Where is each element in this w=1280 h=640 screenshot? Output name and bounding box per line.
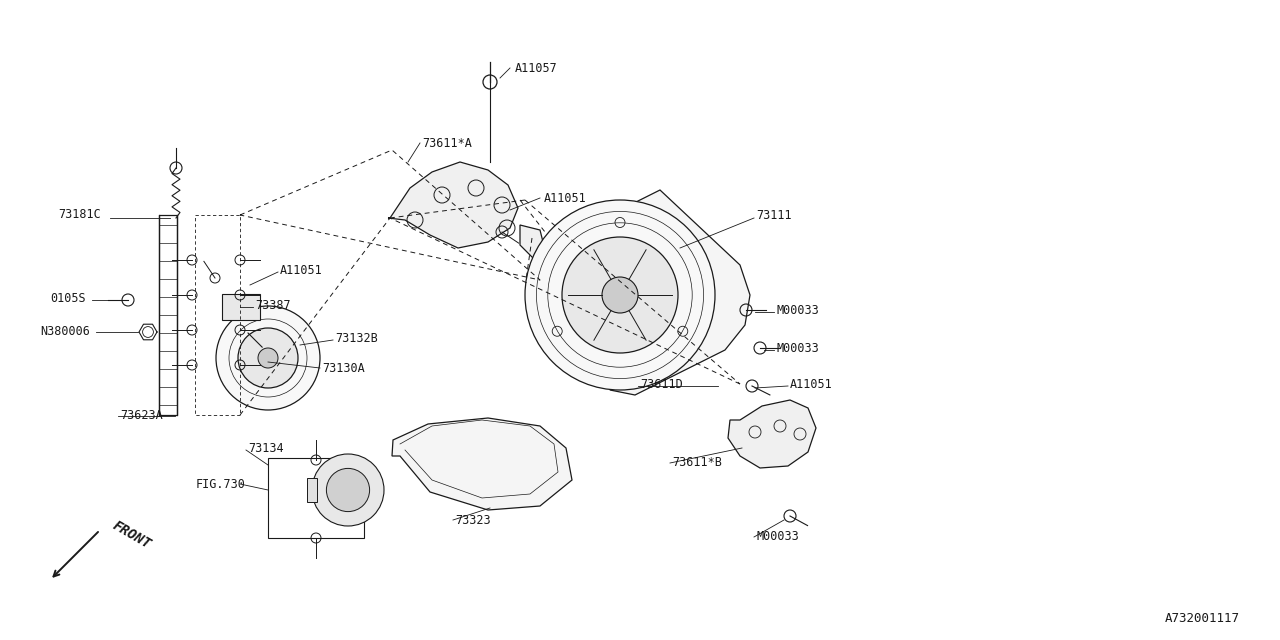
Text: M00033: M00033 [756, 529, 799, 543]
Circle shape [562, 237, 678, 353]
Text: A732001117: A732001117 [1165, 612, 1240, 625]
Circle shape [238, 328, 298, 388]
Text: 73323: 73323 [454, 513, 490, 527]
Polygon shape [307, 478, 317, 502]
Text: 73611*A: 73611*A [422, 136, 472, 150]
Text: 73611*B: 73611*B [672, 456, 722, 468]
Text: FRONT: FRONT [110, 518, 154, 552]
Circle shape [602, 277, 637, 313]
Text: M00033: M00033 [776, 342, 819, 355]
Text: A11051: A11051 [790, 378, 833, 390]
Text: 0105S: 0105S [50, 291, 86, 305]
Text: 73387: 73387 [255, 298, 291, 312]
Text: 73130A: 73130A [323, 362, 365, 374]
Text: 73134: 73134 [248, 442, 284, 454]
Circle shape [312, 454, 384, 526]
Circle shape [326, 468, 370, 511]
Polygon shape [388, 162, 518, 248]
Polygon shape [392, 418, 572, 510]
Text: 73181C: 73181C [58, 207, 101, 221]
FancyBboxPatch shape [221, 294, 260, 320]
Text: 73111: 73111 [756, 209, 791, 221]
Text: A11051: A11051 [280, 264, 323, 276]
Text: M00033: M00033 [776, 303, 819, 317]
Text: 73132B: 73132B [335, 332, 378, 344]
Polygon shape [520, 225, 545, 265]
Polygon shape [728, 400, 817, 468]
Text: A11057: A11057 [515, 61, 558, 74]
Text: A11051: A11051 [544, 191, 586, 205]
Text: FIG.730: FIG.730 [196, 477, 246, 490]
Circle shape [525, 200, 716, 390]
Circle shape [216, 306, 320, 410]
Text: 73623A: 73623A [120, 408, 163, 422]
Polygon shape [611, 190, 750, 395]
Circle shape [259, 348, 278, 368]
Text: 73611D: 73611D [640, 378, 682, 390]
Text: N380006: N380006 [40, 324, 90, 337]
